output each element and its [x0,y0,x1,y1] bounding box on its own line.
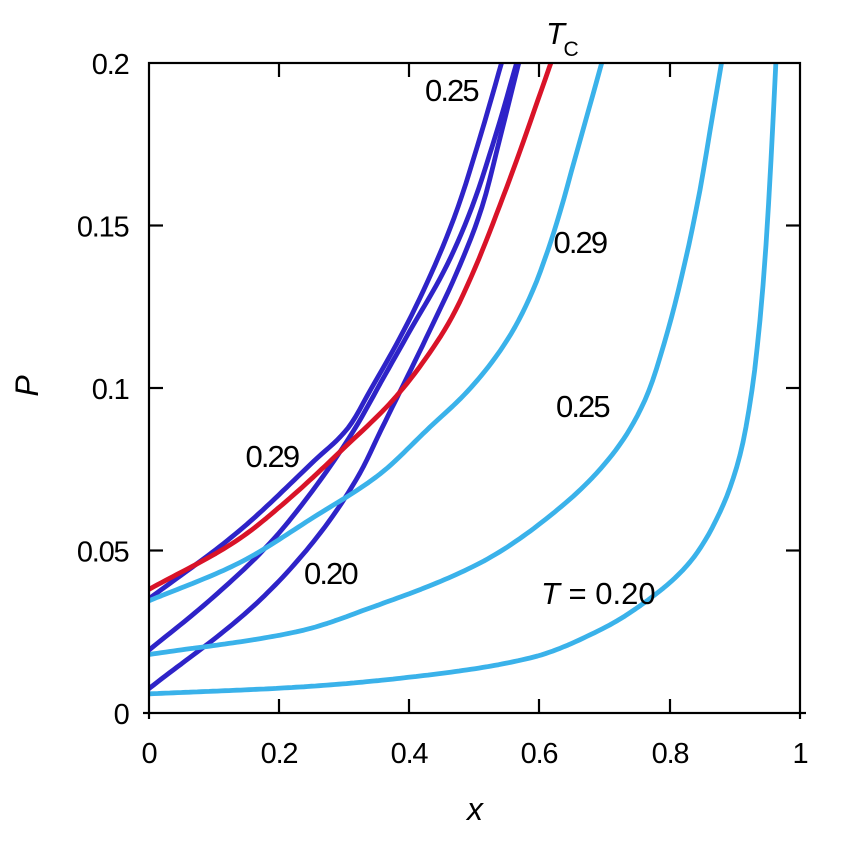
svg-text:0.25: 0.25 [425,73,478,108]
svg-text:x: x [465,791,484,827]
svg-text:0: 0 [114,699,129,731]
svg-text:0.29: 0.29 [554,225,607,260]
svg-text:0.2: 0.2 [92,49,129,81]
svg-text:0.2: 0.2 [261,738,298,770]
svg-text:1: 1 [793,738,808,770]
svg-text:0.1: 0.1 [92,374,129,406]
svg-text:P: P [9,375,45,397]
svg-text:0.4: 0.4 [391,738,429,770]
svg-text:0.20: 0.20 [304,556,358,591]
svg-text:0.29: 0.29 [246,439,299,474]
svg-text:0: 0 [142,738,157,770]
svg-text:0.6: 0.6 [521,738,558,770]
svg-text:C: C [564,38,579,61]
svg-text:0.15: 0.15 [77,212,129,244]
svg-text:0.05: 0.05 [77,537,129,569]
svg-text:0.8: 0.8 [652,738,689,770]
svg-text:0.25: 0.25 [556,389,609,424]
svg-text:T = 0.20: T = 0.20 [541,576,656,611]
